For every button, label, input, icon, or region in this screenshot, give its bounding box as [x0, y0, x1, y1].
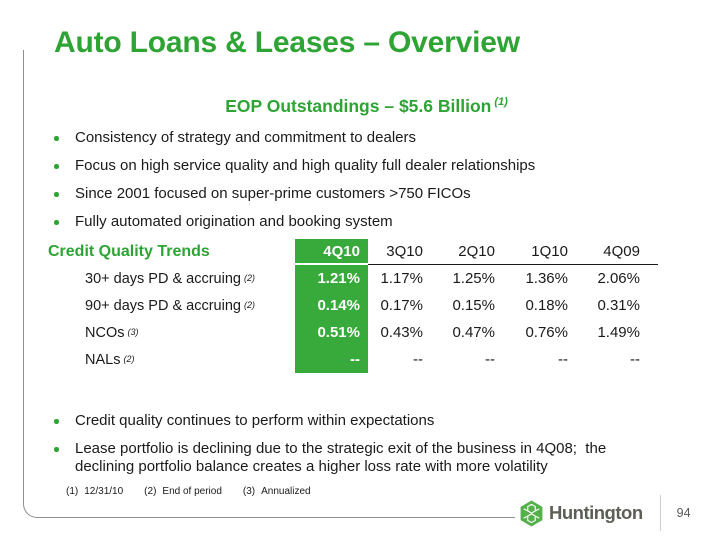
- table-cell: 0.15%: [452, 297, 495, 314]
- row-footnote-marker: (2): [123, 353, 135, 364]
- footnote-text: Annualized: [261, 486, 311, 497]
- footnote-text: End of period: [162, 486, 222, 497]
- subtitle-text: EOP Outstandings – $5.6 Billion: [225, 96, 492, 116]
- row-label-text: 30+ days PD & accruing: [85, 270, 241, 287]
- row-footnote-marker: (3): [127, 326, 139, 337]
- table-cell: --: [630, 351, 640, 368]
- table-row-label: NCOs (3): [48, 319, 295, 346]
- footnote-marker: (3): [242, 486, 256, 497]
- bullet-item: Fully automated origination and booking …: [50, 213, 675, 231]
- bullet-dot: [54, 419, 59, 424]
- table-cell: --: [413, 351, 423, 368]
- row-label-text: NCOs: [85, 324, 125, 341]
- footnote-marker: (1): [66, 486, 79, 497]
- table-cell: --: [295, 346, 368, 373]
- bullet-list-top: Consistency of strategy and commitment t…: [50, 129, 675, 241]
- table-cell: 0.47%: [452, 324, 495, 341]
- bullet-dot: [54, 136, 59, 141]
- bullet-text: Fully automated origination and booking …: [75, 213, 393, 230]
- bullet-text: Focus on high service quality and high q…: [75, 157, 536, 174]
- table-cell: 1.25%: [452, 270, 495, 287]
- table-cell: --: [558, 351, 568, 368]
- bullet-dot: [54, 447, 59, 452]
- footnote-item: (1) 12/31/10: [66, 486, 123, 497]
- column-header-2q10: 2Q10: [441, 239, 513, 265]
- bullet-item: Consistency of strategy and commitment t…: [50, 129, 675, 147]
- table-cell: 1.49%: [597, 324, 640, 341]
- table-row-label: 30+ days PD & accruing (2): [48, 265, 295, 292]
- bullet-dot: [54, 192, 59, 197]
- table-cell: 0.14%: [295, 292, 368, 319]
- table-row-label: NALs (2): [48, 346, 295, 373]
- footnotes: (1) 12/31/10 (2) End of period (3) Annua…: [66, 486, 332, 497]
- bullet-text: Since 2001 focused on super-prime custom…: [75, 185, 471, 202]
- bullet-item: Lease portfolio is declining due to the …: [50, 440, 650, 476]
- table-cell: 0.43%: [380, 324, 423, 341]
- page-number: 94: [676, 506, 691, 520]
- bullet-text: Consistency of strategy and commitment t…: [75, 129, 416, 146]
- table-cell: 0.18%: [525, 297, 568, 314]
- table-cell: 1.17%: [380, 270, 423, 287]
- brand-wordmark: Huntington: [549, 502, 643, 523]
- bullet-item: Credit quality continues to perform with…: [50, 412, 650, 430]
- footer-divider: [659, 495, 661, 531]
- credit-quality-table: Credit Quality Trends 4Q10 3Q10 2Q10 1Q1…: [48, 239, 658, 373]
- bullet-item: Focus on high service quality and high q…: [50, 157, 675, 175]
- footnote-item: (2) End of period: [144, 486, 222, 497]
- content-frame-border: [23, 50, 515, 518]
- footnote-text: 12/31/10: [84, 486, 124, 497]
- bullet-item: Since 2001 focused on super-prime custom…: [50, 185, 675, 203]
- bullet-list-bottom: Credit quality continues to perform with…: [50, 412, 650, 486]
- table-cell: 2.06%: [597, 270, 640, 287]
- table-cell: 0.76%: [525, 324, 568, 341]
- table-cell: 0.51%: [295, 319, 368, 346]
- table-cell: 1.36%: [525, 270, 568, 287]
- footnote-marker: (2): [144, 486, 157, 497]
- table-heading: Credit Quality Trends: [48, 243, 210, 260]
- table-cell: 0.31%: [597, 297, 640, 314]
- row-footnote-marker: (2): [243, 299, 255, 310]
- slide-title: Auto Loans & Leases – Overview: [54, 26, 520, 59]
- brand-footer: Huntington 94: [519, 494, 691, 532]
- column-header-3q10: 3Q10: [368, 239, 441, 265]
- bullet-dot: [54, 164, 59, 169]
- row-label-text: 90+ days PD & accruing: [85, 297, 241, 314]
- huntington-hexagon-logo-icon: [520, 500, 543, 526]
- table-cell: --: [485, 351, 495, 368]
- column-header-1q10: 1Q10: [513, 239, 586, 265]
- section-subtitle: EOP Outstandings – $5.6 Billion (1): [44, 96, 689, 117]
- row-label-text: NALs: [85, 351, 121, 368]
- table-cell: 0.17%: [380, 297, 423, 314]
- table-cell: 1.21%: [295, 265, 368, 292]
- subtitle-footnote-marker: (1): [494, 96, 508, 109]
- table-row-label: 90+ days PD & accruing (2): [48, 292, 295, 319]
- bullet-dot: [54, 220, 59, 225]
- bullet-text: Lease portfolio is declining due to the …: [75, 440, 611, 475]
- column-header-4q09: 4Q09: [586, 239, 658, 265]
- bullet-text: Credit quality continues to perform with…: [75, 412, 435, 429]
- row-footnote-marker: (2): [243, 272, 255, 283]
- column-header-4q10: 4Q10: [295, 239, 368, 265]
- footnote-item: (3) Annualized: [243, 486, 311, 497]
